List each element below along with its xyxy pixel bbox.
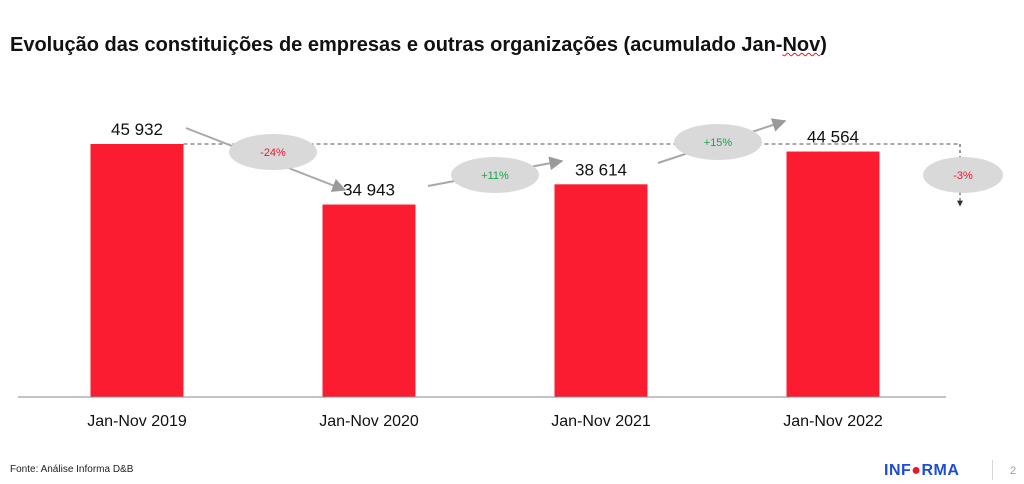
change-bubble-2 xyxy=(451,157,539,193)
change-label-2: +11% xyxy=(481,170,509,182)
chart-title-end: Nov xyxy=(782,34,821,56)
change-bubble-1 xyxy=(229,134,317,170)
bar-chart: 45 932 Jan-Nov 2019 34 943 Jan-Nov 2020 38 6… xyxy=(18,118,1003,430)
change-label-3: +15% xyxy=(704,137,733,149)
bar-2 xyxy=(322,204,416,397)
change-label-4: -3% xyxy=(953,170,973,182)
category-label-1: Jan-Nov 2019 xyxy=(87,413,187,430)
bar-4 xyxy=(786,151,880,397)
footer-divider xyxy=(992,460,993,480)
category-label-3: Jan-Nov 2021 xyxy=(551,413,651,430)
change-label-1: -24% xyxy=(260,147,286,159)
informa-logo: INF●RMA xyxy=(884,462,959,480)
source-note: Fonte: Análise Informa D&B xyxy=(10,464,134,475)
page-number: 2 xyxy=(1010,465,1017,477)
value-label-1: 45 932 xyxy=(111,120,163,139)
chart-title-main: Evolução das constituições de empresas e… xyxy=(10,34,783,56)
logo-text-end: RMA xyxy=(921,462,960,479)
logo-o-mark: ● xyxy=(911,462,922,479)
bar-1 xyxy=(90,144,184,397)
value-label-4: 44 564 xyxy=(807,128,859,147)
category-label-2: Jan-Nov 2020 xyxy=(319,413,419,430)
logo-text-start: INF xyxy=(884,462,912,479)
change-bubble-3 xyxy=(674,124,762,160)
bar-3 xyxy=(554,184,648,397)
chart-title: Evolução das constituições de empresas e… xyxy=(10,34,827,57)
value-label-3: 38 614 xyxy=(575,160,627,179)
change-bubble-4 xyxy=(923,157,1003,193)
chart-title-close: ) xyxy=(820,34,827,56)
value-label-2: 34 943 xyxy=(343,181,395,200)
category-label-4: Jan-Nov 2022 xyxy=(783,413,883,430)
